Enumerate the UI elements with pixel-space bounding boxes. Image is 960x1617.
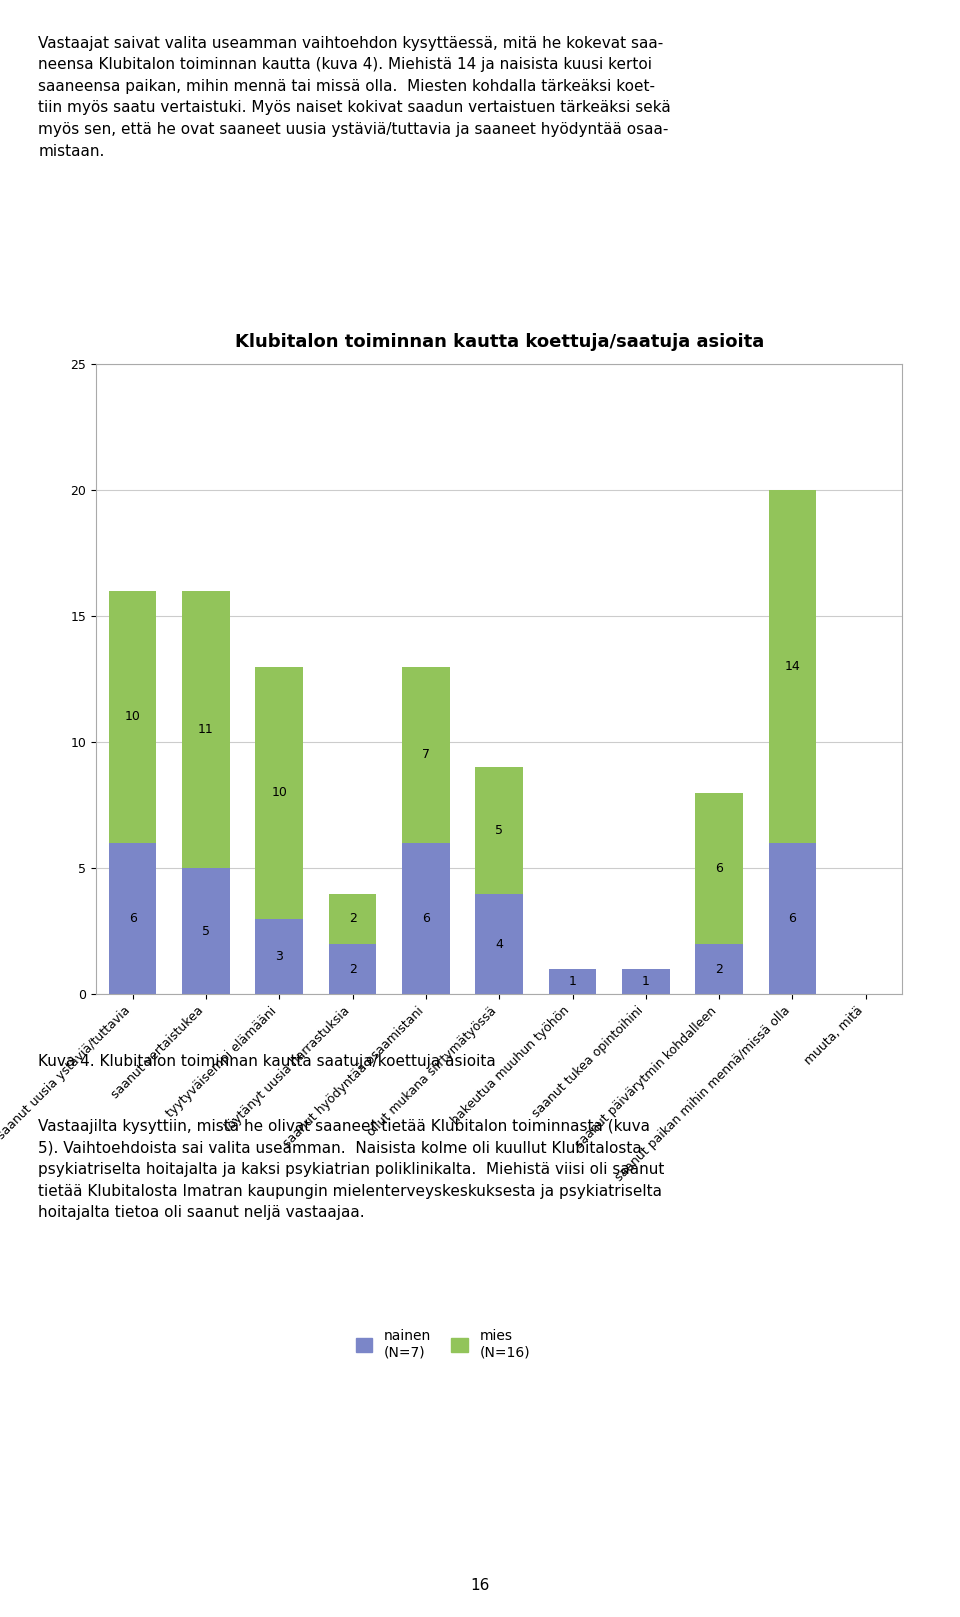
Text: 6: 6 [788, 912, 797, 925]
Bar [182, 868, 229, 994]
Bar [108, 842, 156, 994]
Text: 1: 1 [568, 975, 576, 988]
Bar [475, 894, 523, 994]
Text: 1: 1 [642, 975, 650, 988]
Text: Vastaajilta kysyttiin, mistä he olivat saaneet tietää Klubitalon toiminnasta (ku: Vastaajilta kysyttiin, mistä he olivat s… [38, 1119, 664, 1221]
Text: 6: 6 [422, 912, 430, 925]
Text: 5: 5 [495, 825, 503, 838]
Text: 2: 2 [348, 912, 356, 925]
Text: 3: 3 [276, 951, 283, 964]
Text: 2: 2 [348, 962, 356, 975]
Text: 6: 6 [715, 862, 723, 875]
Bar [328, 894, 376, 944]
Bar [402, 842, 449, 994]
Bar [622, 969, 670, 994]
Bar [769, 842, 816, 994]
Bar [695, 792, 743, 944]
Bar [255, 666, 303, 918]
Bar [549, 969, 596, 994]
Bar [255, 918, 303, 994]
Text: 11: 11 [198, 723, 214, 736]
Text: 5: 5 [202, 925, 210, 938]
Bar [769, 490, 816, 842]
Text: 4: 4 [495, 938, 503, 951]
Text: 16: 16 [470, 1578, 490, 1593]
Bar [475, 768, 523, 894]
Text: Kuva 4. Klubitalon toiminnan kautta saatuja/koettuja asioita: Kuva 4. Klubitalon toiminnan kautta saat… [38, 1054, 496, 1069]
Text: 10: 10 [125, 710, 140, 723]
Title: Klubitalon toiminnan kautta koettuja/saatuja asioita: Klubitalon toiminnan kautta koettuja/saa… [234, 333, 764, 351]
Text: 14: 14 [784, 660, 801, 673]
Text: 2: 2 [715, 962, 723, 975]
Bar [182, 590, 229, 868]
Text: 7: 7 [421, 749, 430, 762]
Text: Vastaajat saivat valita useamman vaihtoehdon kysyttäessä, mitä he kokevat saa-
n: Vastaajat saivat valita useamman vaihtoe… [38, 36, 671, 158]
Text: 10: 10 [272, 786, 287, 799]
Bar [108, 590, 156, 842]
Text: 6: 6 [129, 912, 136, 925]
Bar [402, 666, 449, 842]
Bar [695, 944, 743, 994]
Bar [328, 944, 376, 994]
Legend: nainen
(N=7), mies
(N=16): nainen (N=7), mies (N=16) [355, 1329, 530, 1360]
